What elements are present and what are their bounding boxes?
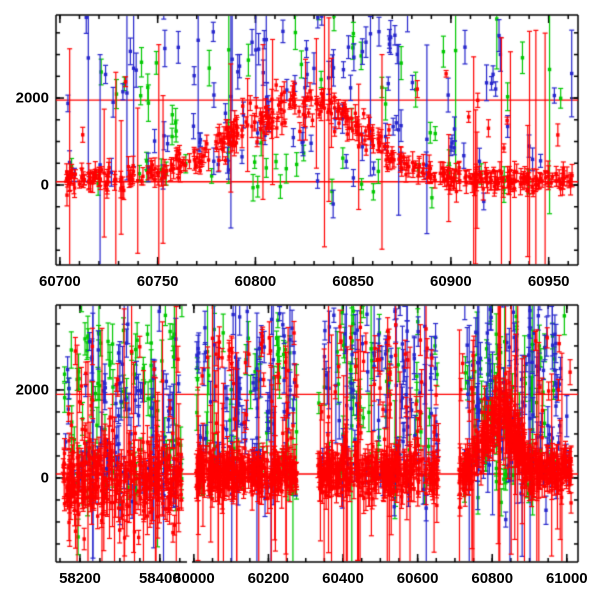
light-curve-figure: 60700 60750 60800 60850 60900 60950 0 2000 58200… xyxy=(0,0,600,600)
light-curve-canvas xyxy=(0,0,600,600)
